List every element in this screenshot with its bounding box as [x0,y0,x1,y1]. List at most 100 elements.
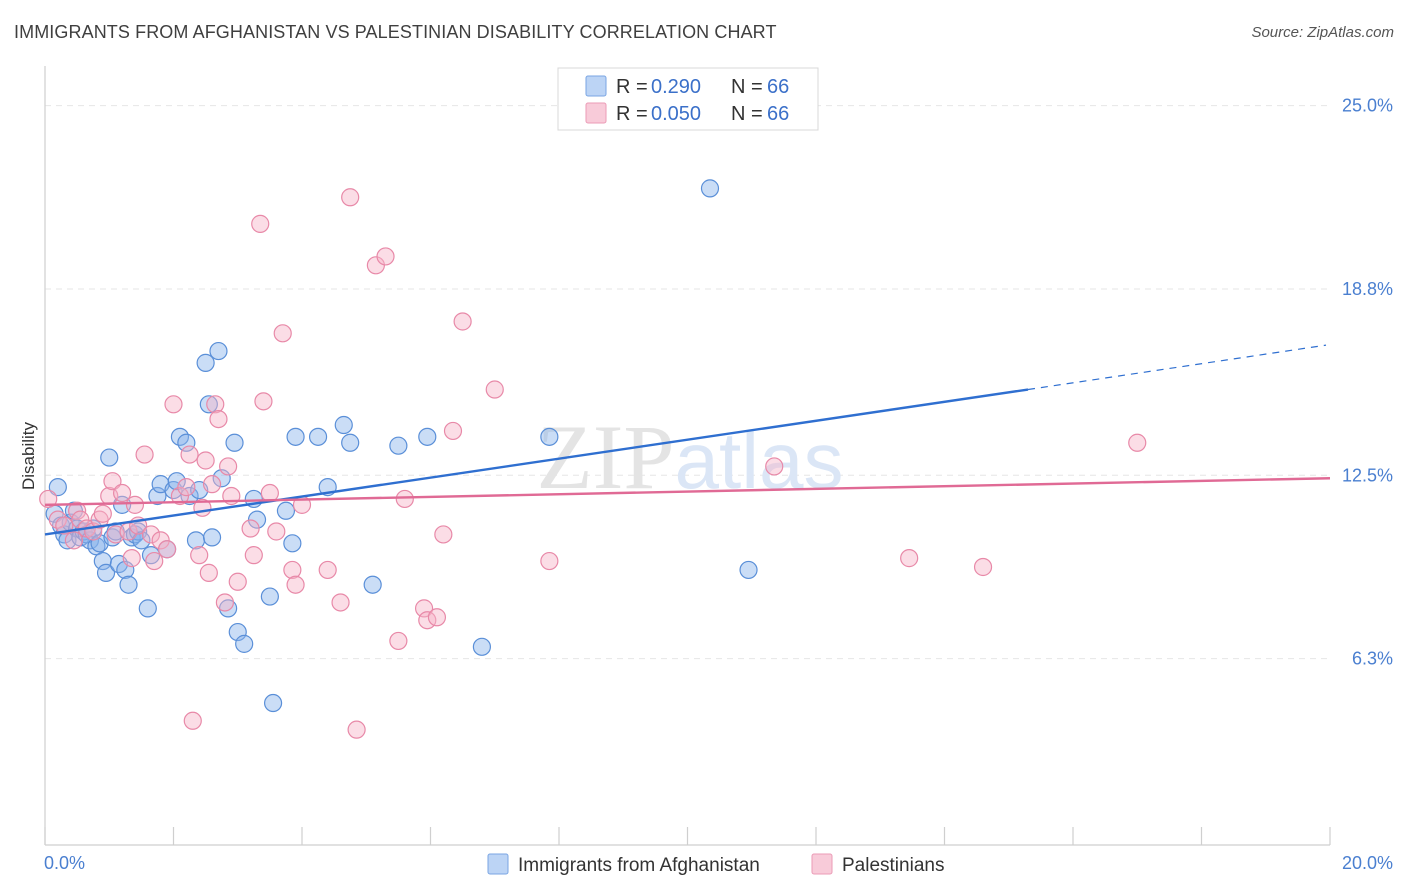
series-palestinians-points [39,188,1147,739]
point-palestinians-33 [206,395,225,414]
tick-labels: 6.3% 12.5% 18.8% 25.0% 0.0% 20.0% [44,96,1393,873]
point-palestinians-61 [443,421,463,441]
point-palestinians-22 [157,540,177,559]
point-palestinians-32 [202,475,222,494]
point-palestinians-40 [244,546,263,565]
point-afghanistan-48 [235,634,254,653]
point-afghanistan-16 [96,563,116,582]
trend-line-afghanistan-extension [1027,344,1327,391]
legend-n-value-afghanistan: 66 [767,76,789,98]
chart-title: IMMIGRANTS FROM AFGHANISTAN VS PALESTINI… [14,22,777,42]
point-palestinians-41 [251,214,270,233]
point-palestinians-50 [331,593,350,612]
point-palestinians-24 [170,486,190,506]
point-palestinians-55 [389,631,408,651]
trend-line-afghanistan [44,388,1029,536]
chart-source: Source: ZipAtlas.com [1251,24,1394,41]
point-afghanistan-54 [283,534,302,553]
point-afghanistan-61 [389,436,408,455]
bottom-legend-swatch-palestinians [811,853,833,875]
point-palestinians-38 [228,572,247,591]
legend-r-value-palestinians: 0.050 [651,103,701,125]
point-afghanistan-64 [540,427,559,446]
legend: R = 0.290 N = 66 R = 0.050 N = 66 [557,67,819,131]
point-palestinians-57 [414,599,434,618]
legend-n-label-palestinians: N = [731,103,763,125]
point-palestinians-35 [215,593,234,612]
legend-r-label-afghanistan: R = [616,76,648,98]
bottom-legend-label-afghanistan: Immigrants from Afghanistan [518,855,760,876]
point-palestinians-11 [103,472,122,491]
bottom-legend: Immigrants from Afghanistan Palestinians [487,853,944,876]
point-afghanistan-58 [334,415,353,435]
point-palestinians-52 [347,720,366,739]
point-afghanistan-47 [228,622,247,642]
axes [44,66,1331,846]
y-tick-label-3: 25.0% [1342,96,1393,116]
point-palestinians-45 [273,324,292,343]
point-palestinians-16 [125,495,145,514]
point-palestinians-42 [254,392,273,411]
point-palestinians-31 [199,563,218,582]
point-palestinians-34 [209,409,228,429]
point-palestinians-39 [241,519,260,538]
point-afghanistan-51 [260,587,279,606]
point-afghanistan-44 [212,469,231,488]
point-palestinians-15 [122,549,141,568]
point-palestinians-51 [341,188,360,207]
point-palestinians-44 [267,522,286,541]
point-afghanistan-42 [202,528,222,547]
x-tick-label-0: 0.0% [44,853,85,873]
y-tick-label-1: 12.5% [1342,465,1393,485]
point-palestinians-67 [973,557,993,577]
y-axis-label: Disability [19,421,38,490]
point-afghanistan-30 [148,486,167,506]
point-palestinians-26 [180,445,199,464]
legend-r-value-afghanistan: 0.290 [651,76,701,98]
point-palestinians-63 [485,380,504,399]
point-afghanistan-63 [472,637,491,656]
point-palestinians-30 [196,451,215,470]
legend-n-label-afghanistan: N = [731,76,763,98]
point-palestinians-64 [540,551,559,571]
legend-n-value-palestinians: 66 [767,103,789,125]
trend-line-palestinians [44,477,1331,507]
x-tick-label-1: 20.0% [1342,853,1393,873]
point-palestinians-56 [395,489,414,509]
bottom-legend-label-palestinians: Palestinians [842,855,944,876]
point-afghanistan-56 [308,427,328,446]
point-afghanistan-17 [100,448,119,467]
point-palestinians-21 [151,531,170,550]
bottom-legend-swatch-afghanistan [487,853,509,875]
point-palestinians-49 [318,560,337,580]
point-afghanistan-55 [286,427,305,446]
point-palestinians-66 [900,549,919,568]
point-palestinians-20 [145,551,164,571]
point-palestinians-13 [112,483,132,503]
point-palestinians-60 [434,525,453,544]
point-afghanistan-53 [276,501,296,520]
point-palestinians-46 [283,560,302,580]
point-palestinians-23 [164,395,183,414]
point-palestinians-65 [765,457,784,476]
point-palestinians-27 [183,711,202,730]
legend-swatch-afghanistan [585,75,607,97]
point-afghanistan-62 [418,427,437,446]
point-palestinians-59 [427,608,447,627]
point-afghanistan-36 [177,433,196,452]
point-afghanistan-28 [138,599,157,618]
point-palestinians-36 [219,457,238,476]
point-palestinians-68 [1128,433,1147,452]
point-afghanistan-40 [196,353,215,372]
point-afghanistan-27 [132,531,151,550]
point-afghanistan-43 [209,341,228,361]
point-palestinians-62 [453,312,472,331]
legend-r-label-palestinians: R = [616,103,648,125]
point-afghanistan-65 [700,179,720,198]
point-afghanistan-52 [263,693,283,713]
point-palestinians-19 [141,525,161,544]
point-palestinians-25 [177,478,196,497]
point-afghanistan-59 [341,433,360,452]
point-palestinians-47 [286,575,305,594]
point-afghanistan-23 [119,575,138,594]
